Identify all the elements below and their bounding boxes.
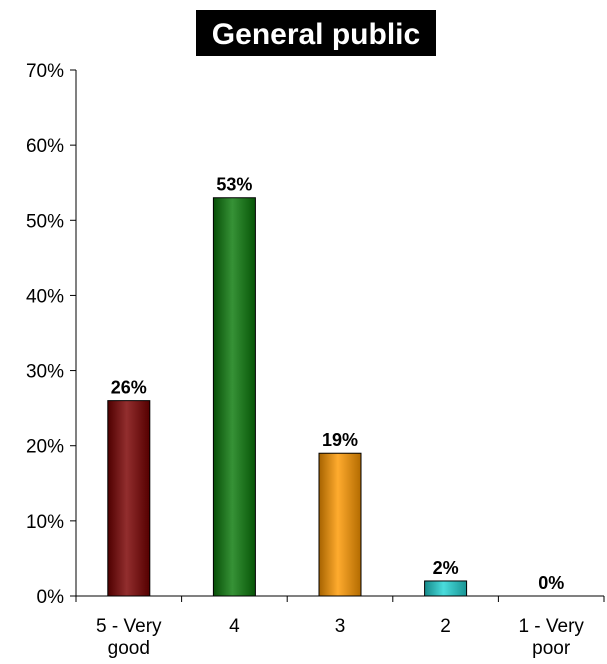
y-tick-label: 10% (26, 512, 64, 533)
bar-value-label: 53% (216, 175, 252, 195)
y-tick-label: 20% (26, 437, 64, 458)
bar (107, 400, 151, 597)
y-tick-label: 0% (37, 587, 65, 608)
y-tick-label: 60% (26, 136, 64, 157)
y-tick-label: 30% (26, 362, 64, 383)
bar-value-label: 26% (111, 378, 147, 398)
bar-value-label: 19% (322, 430, 358, 450)
y-axis: 0% 10% 20% 30% 40% 50% 60% 70% (26, 61, 77, 608)
bar-series (107, 197, 468, 597)
x-axis: 5 - Very good 4 3 2 1 - Very poor (75, 595, 605, 659)
x-category-label: 3 (335, 616, 346, 637)
bar-value-label: 2% (433, 558, 459, 578)
x-category-label: 2 (440, 616, 451, 637)
bar-value-label: 0% (538, 573, 564, 593)
data-labels: 26% 53% 19% 2% 0% (111, 175, 564, 593)
y-tick-label: 40% (26, 286, 64, 307)
x-category-label: 4 (229, 616, 240, 637)
y-tick-label: 50% (26, 211, 64, 232)
bar (318, 452, 362, 597)
bar (212, 197, 256, 597)
bar (424, 580, 468, 597)
chart-title: General public (196, 10, 436, 56)
y-tick-label: 70% (26, 61, 64, 82)
x-category-label: 1 - Very poor (518, 616, 584, 659)
chart-title-text: General public (212, 18, 420, 51)
title-box (196, 10, 436, 56)
x-category-label: 5 - Very good (96, 616, 162, 659)
